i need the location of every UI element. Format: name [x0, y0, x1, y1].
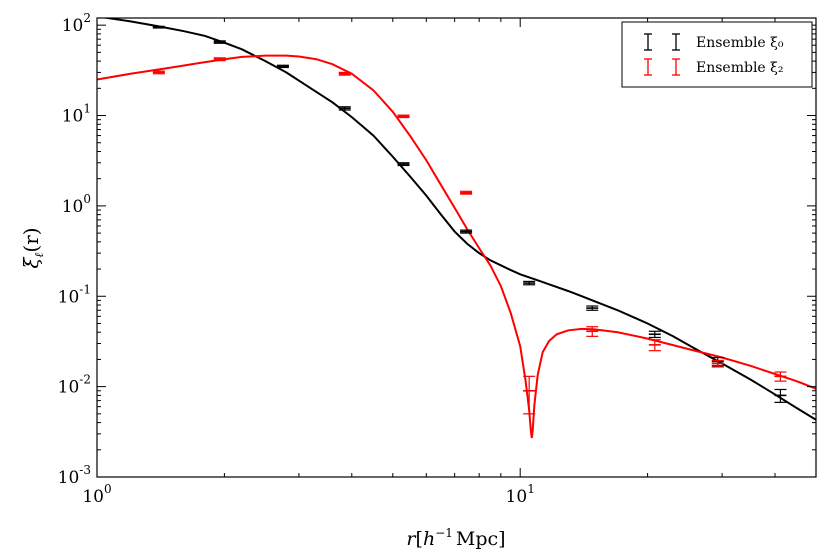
- data-point-0-8: [648, 330, 661, 339]
- y-tick-label-1: 10-2: [58, 373, 91, 398]
- data-point-0-5: [460, 229, 473, 234]
- x-tick-label-0: 100: [82, 482, 111, 507]
- axis-ticks: [96, 18, 817, 478]
- plot-frame: [96, 17, 817, 478]
- series-curves: [97, 18, 816, 439]
- data-point-1-4: [460, 190, 473, 195]
- series-errorbars: [152, 25, 787, 415]
- legend-entry-1: Ensemble ξ₂: [644, 58, 783, 76]
- y-tick-label-2: 10-1: [58, 282, 91, 307]
- legend-label-1: Ensemble ξ₂: [696, 60, 783, 76]
- axis-tick-labels: 10-3 10-2 10-1 100 101 102 100 101: [58, 11, 535, 507]
- series-line-0: [100, 18, 816, 421]
- y-tick-label-5: 102: [62, 11, 91, 36]
- data-point-0-1: [213, 40, 226, 44]
- data-point-0-4: [397, 162, 410, 167]
- data-point-1-5: [523, 375, 536, 415]
- data-point-0-2: [276, 64, 289, 69]
- data-point-0-10: [774, 388, 787, 403]
- data-point-1-8: [711, 359, 724, 368]
- y-tick-label-0: 10-3: [58, 463, 91, 488]
- series-line-1: [97, 54, 816, 439]
- data-point-1-9: [774, 371, 787, 382]
- legend-label-0: Ensemble ξ₀: [696, 35, 784, 51]
- x-tick-label-1: 101: [506, 482, 535, 507]
- legend: Ensemble ξ₀ Ensemble ξ₂: [621, 21, 813, 88]
- y-tick-label-3: 100: [62, 192, 91, 217]
- x-axis-label: r[h−1 Mpc]: [406, 526, 505, 550]
- data-point-1-7: [648, 339, 661, 352]
- data-point-0-3: [338, 106, 351, 111]
- legend-entry-0: Ensemble ξ₀: [644, 33, 784, 51]
- legend-box: [621, 21, 813, 88]
- data-point-1-2: [338, 71, 351, 76]
- data-point-0-6: [523, 280, 536, 286]
- y-axis-label: ξℓ(r): [19, 227, 46, 268]
- data-point-0-7: [586, 305, 599, 311]
- data-point-1-3: [397, 114, 410, 119]
- data-point-0-0: [152, 25, 165, 29]
- y-tick-label-4: 101: [62, 102, 91, 127]
- data-point-1-0: [152, 70, 165, 75]
- data-point-1-1: [213, 57, 226, 62]
- data-point-1-6: [586, 326, 599, 337]
